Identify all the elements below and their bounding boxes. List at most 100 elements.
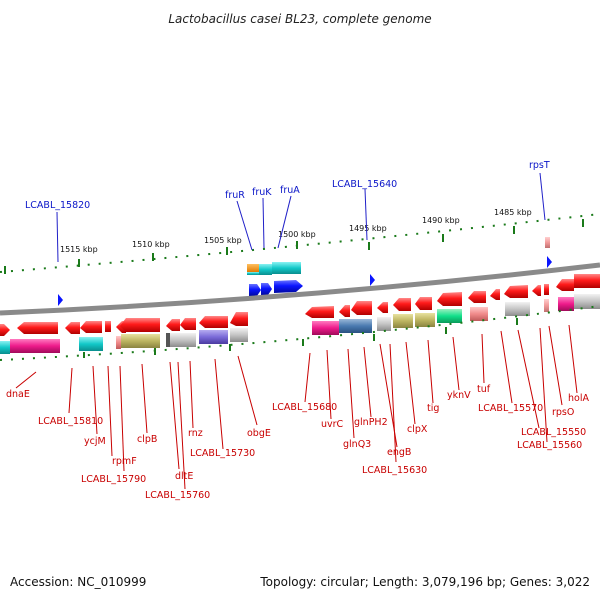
- gene-arrow: [468, 291, 486, 303]
- gene-label-lower: clpX: [407, 424, 428, 435]
- upper-scale-line: [0, 213, 600, 273]
- scale-labels: 1515 kbp 1510 kbp 1505 kbp 1500 kbp 1495…: [60, 208, 532, 254]
- scale-label: 1515 kbp: [60, 245, 98, 254]
- gene-arrow: [0, 324, 10, 336]
- gene-arrow: [532, 285, 541, 296]
- gene-label-lower: tuf: [477, 384, 491, 395]
- accession-text: Accession: NC_010999: [10, 575, 146, 589]
- category-block: [166, 333, 170, 347]
- map-title: Lactobacillus casei BL23, complete genom…: [168, 12, 431, 26]
- upper-major-ticks: [4, 219, 584, 274]
- category-block: [79, 337, 103, 351]
- lower-labels: dnaE LCABL_15810 ycjM rpmF LCABL_15790 c…: [6, 384, 589, 501]
- gene-arrow: [274, 280, 303, 293]
- forward-strand-genes: [0, 274, 600, 336]
- gene-label-lower: glnPH2: [354, 417, 388, 428]
- gene-feature: [544, 284, 549, 295]
- gene-feature: [247, 264, 259, 272]
- category-block: [377, 317, 391, 331]
- category-block: [544, 299, 549, 312]
- gene-arrow: [230, 312, 248, 326]
- gene-label-upper: fruA: [280, 185, 300, 196]
- category-block: [199, 330, 228, 344]
- category-block: [393, 314, 413, 328]
- gene-arrow: [490, 289, 500, 300]
- scale-label: 1495 kbp: [349, 224, 387, 233]
- gene-label-lower: dltE: [175, 471, 193, 482]
- category-block: [166, 333, 196, 347]
- gene-arrow: [17, 322, 58, 334]
- reverse-strand-genes: [58, 237, 552, 306]
- gene-feature: [545, 237, 550, 248]
- gene-arrow: [166, 319, 180, 331]
- gene-label-upper: fruR: [225, 190, 245, 201]
- gene-arrow: [351, 301, 372, 315]
- gene-arrow: [415, 297, 432, 310]
- category-block: [230, 328, 248, 342]
- gene-arrow: [58, 294, 63, 306]
- gene-feature: [259, 264, 272, 275]
- gene-label-lower: yknV: [447, 390, 471, 401]
- gene-arrow: [547, 256, 552, 268]
- topology-text: Topology: circular; Length: 3,079,196 bp…: [259, 575, 590, 589]
- gene-label-lower: LCABL_15570: [478, 403, 543, 414]
- gene-feature: [105, 321, 111, 332]
- gene-label-lower: clpB: [137, 434, 157, 445]
- gene-label-lower: LCABL_15810: [38, 416, 103, 427]
- gene-arrow: [437, 292, 462, 306]
- gene-label-upper: fruK: [252, 187, 272, 198]
- gene-arrow: [393, 298, 411, 311]
- gene-arrow: [305, 306, 334, 318]
- gene-arrow: [120, 318, 160, 332]
- gene-feature: [272, 262, 301, 274]
- gene-label-lower: LCABL_15760: [145, 490, 210, 501]
- gene-label-lower: glnQ3: [343, 439, 371, 450]
- category-block: [415, 313, 435, 327]
- lower-leader-lines: [15, 324, 578, 490]
- gene-feature: [574, 274, 600, 288]
- gene-arrow: [80, 321, 102, 333]
- gene-label-upper: LCABL_15820: [25, 200, 90, 211]
- category-block: [121, 334, 160, 348]
- gene-arrow: [370, 274, 375, 286]
- gene-label-lower: LCABL_15560: [517, 440, 582, 451]
- gene-label-upper: rpsT: [529, 160, 550, 171]
- scale-label: 1510 kbp: [132, 240, 170, 249]
- gene-label-lower: LCABL_15630: [362, 465, 427, 476]
- gene-label-lower: rpmF: [112, 456, 137, 467]
- gene-label-lower: uvrC: [321, 419, 344, 430]
- gene-arrow: [65, 322, 80, 334]
- gene-arrow: [556, 279, 574, 291]
- category-block: [10, 339, 60, 353]
- gene-label-upper: LCABL_15640: [332, 179, 397, 190]
- gene-label-lower: LCABL_15680: [272, 402, 337, 413]
- scale-label: 1500 kbp: [278, 230, 316, 239]
- gene-label-lower: obgE: [247, 428, 271, 439]
- gene-arrow: [261, 283, 272, 295]
- gene-label-lower: rpsO: [552, 407, 574, 418]
- lower-major-ticks: [83, 318, 518, 358]
- scale-label: 1490 kbp: [422, 216, 460, 225]
- gene-label-lower: LCABL_15730: [190, 448, 255, 459]
- gene-label-lower: holA: [568, 393, 589, 404]
- category-block: [505, 302, 530, 316]
- category-block: [574, 294, 600, 309]
- gene-arrow: [339, 305, 350, 317]
- category-block: [0, 341, 10, 354]
- gene-label-lower: ycjM: [84, 436, 106, 447]
- gene-label-lower: rnz: [188, 428, 203, 439]
- gene-label-lower: LCABL_15550: [521, 427, 586, 438]
- gene-label-lower: engB: [387, 447, 411, 458]
- gene-label-lower: tig: [427, 403, 439, 414]
- category-block: [558, 297, 574, 311]
- category-block: [470, 307, 488, 321]
- category-block: [339, 319, 372, 333]
- gene-feature: [247, 272, 259, 275]
- gene-label-lower: dnaE: [6, 389, 30, 400]
- category-block: [116, 336, 121, 349]
- gene-arrow: [180, 318, 196, 330]
- category-block: [437, 309, 462, 323]
- gene-arrow: [199, 316, 228, 328]
- upper-labels: LCABL_15820 fruR fruK fruA LCABL_15640 r…: [25, 160, 550, 211]
